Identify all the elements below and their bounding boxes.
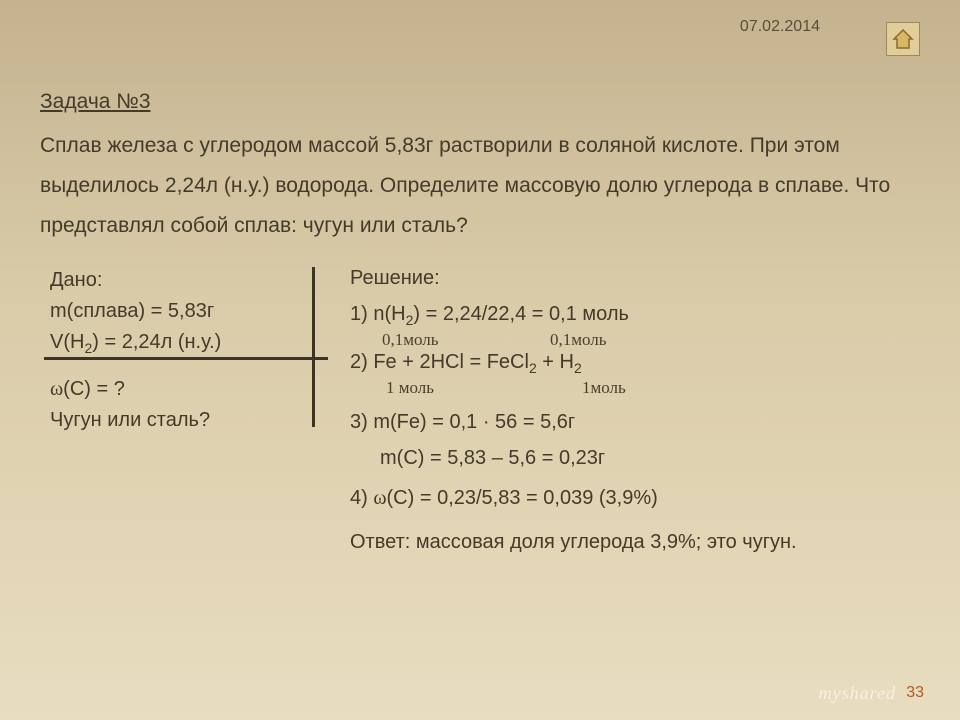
find-line-1: ω(C) = ? [50, 374, 300, 405]
solution-box: Решение: 1) n(H2) = 2,24/22,4 = 0,1 моль… [350, 265, 930, 557]
annot-top-right: 0,1моль [550, 329, 607, 351]
step1-pre: 1) n(H [350, 303, 406, 325]
step2-pre: 2) Fe + 2HCl = FeCl [350, 351, 529, 373]
step2-sub: 2 [529, 360, 537, 376]
step-3: 3) m(Fe) = 0,1 · 56 = 5,6г [350, 409, 930, 435]
given-line-1: m(сплава) = 5,83г [50, 296, 300, 327]
answer: Ответ: массовая доля углерода 3,9%; это … [350, 529, 930, 555]
annot-top-left: 0,1моль [382, 329, 439, 351]
task-title: Задача №3 [40, 90, 920, 114]
annotation-top: 0,1моль 0,1моль [350, 329, 930, 347]
step1-post: ) = 2,24/22,4 = 0,1 моль [413, 303, 629, 325]
find-line-2: Чугун или сталь? [50, 405, 300, 436]
task-problem: Сплав железа с углеродом массой 5,83г ра… [40, 126, 920, 246]
solution-label: Решение: [350, 265, 930, 291]
page-number: 33 [906, 684, 924, 702]
given-box: Дано: m(сплава) = 5,83г V(H2) = 2,24л (н… [50, 265, 300, 436]
given-line2-pre: V(H [50, 331, 84, 353]
slide-date: 07.02.2014 [740, 18, 820, 36]
step4-pre: 4) [350, 487, 373, 509]
step-4: 4) ω(C) = 0,23/5,83 = 0,039 (3,9%) [350, 485, 930, 511]
given-line-2: V(H2) = 2,24л (н.у.) [50, 327, 300, 358]
home-button[interactable] [886, 22, 920, 56]
watermark: myshared [819, 683, 896, 704]
find-line1-text: (C) = ? [63, 378, 125, 400]
omega-symbol: ω [50, 378, 63, 400]
step-1: 1) n(H2) = 2,24/22,4 = 0,1 моль [350, 301, 930, 327]
given-line1-pre: m(сплава) = [50, 300, 168, 322]
annot-bot-right: 1моль [582, 377, 626, 399]
divider-vertical [312, 267, 315, 427]
step4-post: (C) = 0,23/5,83 = 0,039 (3,9%) [387, 487, 658, 509]
step-3b: m(C) = 5,83 – 5,6 = 0,23г [380, 445, 930, 471]
step2-mid: + H [537, 351, 574, 373]
step2-sub2: 2 [574, 360, 582, 376]
content-area: Задача №3 Сплав железа с углеродом массо… [40, 90, 920, 246]
home-icon [890, 26, 916, 52]
annotation-bottom: 1 моль 1моль [350, 377, 930, 395]
annot-bot-left: 1 моль [386, 377, 434, 399]
given-label: Дано: [50, 265, 300, 296]
given-line1-val: 5,83г [168, 300, 214, 322]
slide: 07.02.2014 Задача №3 Сплав железа с угле… [0, 0, 960, 720]
given-line2-post: ) = 2,24л (н.у.) [92, 331, 221, 353]
find-box: ω(C) = ? Чугун или сталь? [50, 366, 300, 436]
given-top: Дано: m(сплава) = 5,83г V(H2) = 2,24л (н… [50, 265, 300, 366]
omega-symbol-2: ω [373, 487, 386, 509]
step-2: 2) Fe + 2HCl = FeCl2 + H2 [350, 349, 930, 375]
